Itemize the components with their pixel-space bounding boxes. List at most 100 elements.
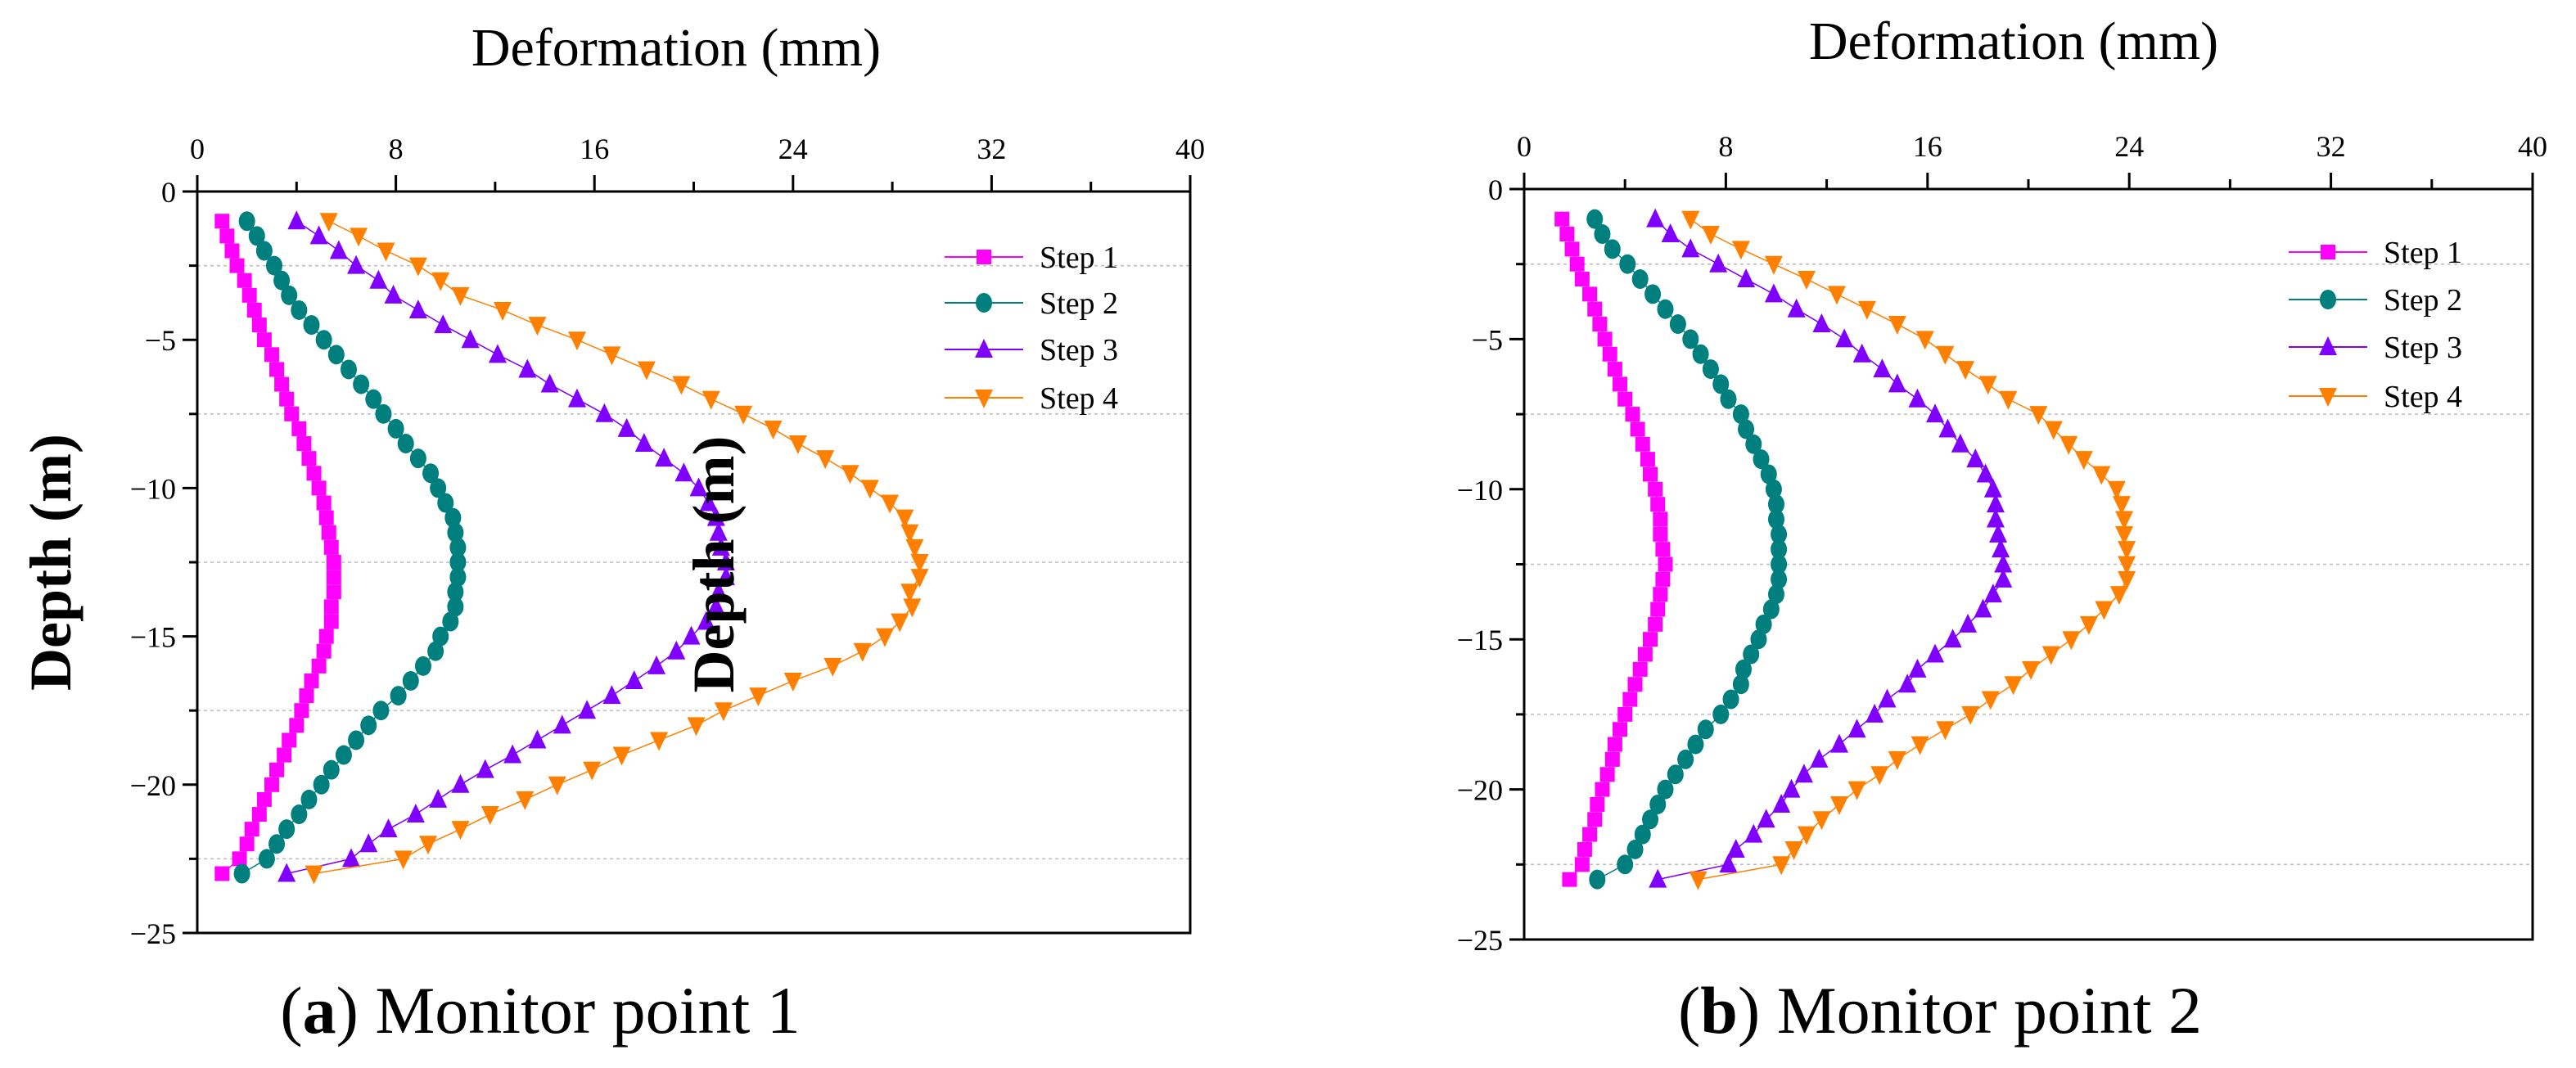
- data-point: [313, 774, 330, 795]
- panel-caption-text: Monitor point 1: [375, 973, 800, 1048]
- data-point: [540, 373, 559, 393]
- data-point: [2092, 466, 2111, 485]
- panel-caption-text: Monitor point 2: [1777, 973, 2202, 1048]
- data-point: [289, 718, 305, 733]
- data-point: [326, 584, 341, 600]
- data-point: [1653, 587, 1668, 602]
- data-point: [323, 759, 340, 780]
- data-point: [1745, 434, 1762, 454]
- data-point: [634, 433, 653, 453]
- data-point: [2059, 435, 2078, 455]
- data-point: [326, 570, 341, 585]
- x-tick-label: 16: [1913, 130, 1942, 163]
- data-point: [1564, 241, 1580, 257]
- data-point: [816, 450, 835, 470]
- data-point: [764, 420, 783, 439]
- data-point: [1617, 706, 1633, 722]
- data-point: [1983, 478, 2002, 498]
- data-point: [444, 507, 462, 528]
- data-point: [387, 418, 404, 439]
- data-point: [1768, 584, 1784, 605]
- data-point: [309, 225, 328, 245]
- series-4: [305, 213, 929, 885]
- data-point: [342, 848, 361, 867]
- data-point: [1602, 346, 1617, 362]
- data-point: [2004, 676, 2023, 696]
- data-point: [268, 834, 286, 854]
- data-point: [449, 567, 467, 588]
- data-point: [233, 863, 250, 884]
- data-point: [617, 417, 636, 437]
- data-point: [311, 658, 327, 674]
- data-point: [1607, 737, 1622, 752]
- data-point: [2115, 511, 2134, 530]
- series-line: [1654, 219, 2004, 881]
- data-point: [273, 270, 291, 291]
- data-point: [264, 347, 279, 363]
- data-point: [232, 851, 247, 867]
- data-point: [340, 359, 357, 380]
- y-tick-label: −10: [1457, 474, 1503, 507]
- data-point: [437, 493, 454, 513]
- data-point: [442, 611, 459, 632]
- data-point: [319, 213, 338, 232]
- series-4: [1681, 210, 2136, 890]
- data-point: [682, 625, 701, 645]
- data-point: [329, 240, 348, 259]
- data-point: [369, 269, 388, 289]
- data-point: [1712, 374, 1730, 394]
- data-point: [1961, 705, 1980, 725]
- data-point: [1681, 238, 1700, 258]
- data-point: [503, 744, 522, 764]
- data-point: [1898, 674, 1917, 693]
- chart-panel-b: 0 8 16 24 32 40 0 −5 −10 −15 −20 −25 Deformation (mm…: [681, 11, 2547, 1048]
- data-point: [256, 791, 272, 807]
- data-point: [716, 566, 735, 586]
- data-point: [1782, 778, 1801, 798]
- data-point: [853, 642, 872, 662]
- data-point: [1604, 751, 1620, 767]
- data-point: [1951, 433, 1969, 453]
- data-point: [1847, 781, 1866, 800]
- legend-marker: [976, 293, 992, 313]
- data-point: [1643, 466, 1658, 482]
- data-point: [1574, 272, 1590, 287]
- data-point: [876, 628, 895, 647]
- data-point: [1911, 736, 1929, 755]
- data-point: [1687, 734, 1704, 755]
- data-point: [277, 747, 292, 763]
- data-point: [1658, 557, 1673, 572]
- data-point: [323, 614, 339, 629]
- data-point: [1681, 210, 1700, 230]
- legend-marker: [975, 339, 993, 358]
- data-point: [323, 539, 339, 555]
- data-point: [1797, 271, 1816, 291]
- data-point: [1650, 602, 1666, 617]
- data-point: [291, 421, 307, 436]
- legend-label: Step 1: [1040, 241, 1118, 275]
- x-axis-title: Deformation (mm): [471, 18, 881, 78]
- data-point: [1657, 779, 1674, 800]
- x-tick-label: 24: [778, 133, 808, 165]
- data-point: [2115, 525, 2134, 545]
- data-point: [372, 701, 390, 721]
- data-point: [1757, 809, 1775, 828]
- data-point: [1976, 463, 1995, 483]
- data-point: [612, 746, 631, 766]
- data-point: [1810, 748, 1829, 768]
- y-tick-label: −15: [1457, 624, 1503, 656]
- data-point: [408, 299, 427, 318]
- data-point: [567, 388, 586, 408]
- data-point: [1986, 493, 2005, 513]
- data-point: [277, 863, 296, 882]
- data-point: [422, 463, 440, 484]
- data-point: [241, 287, 257, 303]
- data-point: [637, 361, 656, 381]
- data-point: [1617, 854, 1634, 875]
- data-point: [674, 462, 693, 482]
- data-point: [1587, 812, 1603, 827]
- data-point: [1999, 390, 2018, 410]
- legend-marker: [977, 250, 991, 264]
- y-tick-label: −15: [130, 621, 176, 654]
- x-tick-label: 32: [977, 133, 1006, 165]
